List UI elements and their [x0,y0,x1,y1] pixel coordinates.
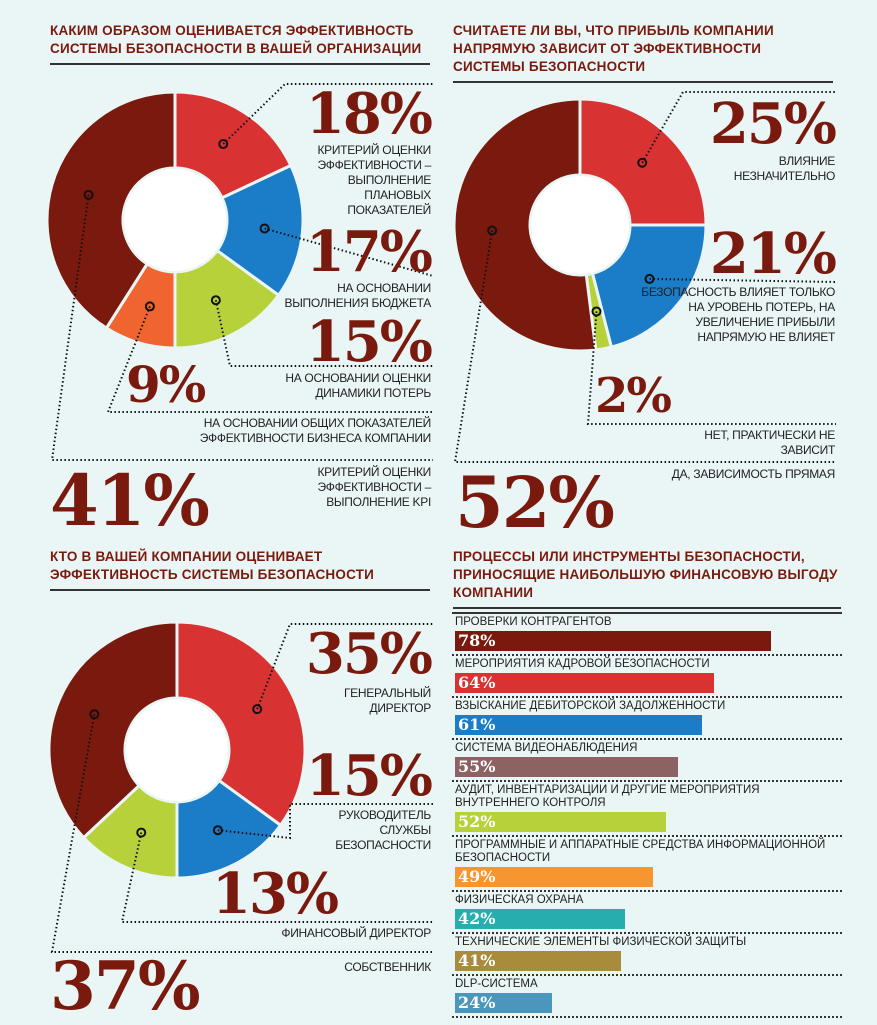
bar-value-label: 55% [458,757,496,776]
bar-value-label: 61% [458,715,496,734]
c2-pct-0: 25% [709,91,837,157]
bar-label: ТЕХНИЧЕСКИЕ ЭЛЕМЕНТЫ ФИЗИЧЕСКОЙ ЗАЩИТЫ [455,936,747,948]
c1-slice-0 [173,90,293,200]
leader-dot [591,306,602,317]
chart3-title: КТО В ВАШЕЙ КОМПАНИИ ОЦЕНИВАЕТ ЭФФЕКТИВН… [50,548,430,591]
bar-0: 78% [455,631,771,651]
bar-value-label: 24% [458,993,496,1012]
leader-dot [259,223,270,234]
leader-dot [487,225,498,236]
c3-pct-3: 37% [50,947,201,1025]
leader-dot [83,189,94,200]
c1-hole [124,169,226,271]
bar-row: СИСТЕМА ВИДЕОНАБЛЮДЕНИЯ 55% [452,740,842,782]
c1-pct-2: 15% [305,309,433,375]
c1-pct-0: 18% [305,81,433,147]
bar-row: АУДИТ, ИНВЕНТАРИЗАЦИИ И ДРУГИЕ МЕРОПРИЯТ… [452,782,842,837]
bar-chart: ПРОВЕРКИ КОНТРАГЕНТОВ 78% МЕРОПРИЯТИЯ КАДР… [452,612,842,1018]
bar-1: 64% [455,673,715,693]
bar-value-label: 52% [458,812,496,831]
leader-dot [644,273,655,284]
c3-hole [126,699,228,801]
leader-dot [637,157,648,168]
bar-value-label: 41% [458,951,496,970]
bar-6: 42% [455,909,626,929]
bar-row: ПРОГРАММНЫЕ И АППАРАТНЫЕ СРЕДСТВА ИНФОРМ… [452,837,842,892]
c3-slice-2 [81,783,179,880]
c1-pct-1: 17% [305,219,433,285]
c3-label-1: РУКОВОДИТЕЛЬ СЛУЖБЫ БЕЗОПАСНОСТИ [335,808,431,852]
bar-3: 55% [455,757,678,777]
bar-label: ПРОГРАММНЫЕ И АППАРАТНЫЕ СРЕДСТВА ИНФОРМ… [455,839,826,864]
c3-slice-0 [175,620,307,828]
bar-row: DLP-СИСТЕМА 24% [452,976,842,1018]
leader-dot [252,704,263,715]
c2-pct-2: 2% [595,368,672,424]
bar-5: 49% [455,867,654,887]
c1-label-0: КРИТЕРИЙ ОЦЕНКИ ЭФФЕКТИВНОСТИ – ВЫПОЛНЕН… [317,143,431,217]
chart4-title: ПРОЦЕССЫ ИЛИ ИНСТРУМЕНТЫ БЕЗОПАСНОСТИ, П… [453,548,841,609]
c3-label-2: ФИНАНСОВЫЙ ДИРЕКТОР [281,926,431,940]
bar-value-label: 78% [458,631,496,650]
bar-label: ВЗЫСКАНИЕ ДЕБИТОРСКОЙ ЗАДОЛЖЕННОСТИ [455,700,726,712]
bar-value-label: 42% [458,909,496,928]
chart1-title: КАКИМ ОБРАЗОМ ОЦЕНИВАЕТСЯ ЭФФЕКТИВНОСТЬ … [50,22,430,65]
leader-dot [144,301,155,312]
bar-label: МЕРОПРИЯТИЯ КАДРОВОЙ БЕЗОПАСНОСТИ [455,658,710,670]
leader-dot [210,295,221,306]
c3-pct-2: 13% [212,861,339,927]
bar-7: 41% [455,951,622,971]
bar-4: 52% [455,812,666,832]
chart2-title: СЧИТАЕТЕ ЛИ ВЫ, ЧТО ПРИБЫЛЬ КОМПАНИИ НАП… [453,22,833,83]
leader-dot [212,825,223,836]
bar-2: 61% [455,715,703,735]
c2-label-1: БЕЗОПАСНОСТЬ ВЛИЯЕТ ТОЛЬКО НА УРОВЕНЬ ПО… [641,285,835,344]
c3-slice-3 [47,620,179,840]
c2-pct-1: 21% [709,221,837,287]
c2-pct-3: 52% [455,461,615,544]
bar-label: АУДИТ, ИНВЕНТАРИЗАЦИИ И ДРУГИЕ МЕРОПРИЯТ… [455,784,760,809]
c1-label-4: КРИТЕРИЙ ОЦЕНКИ ЭФФЕКТИВНОСТИ – ВЫПОЛНЕН… [317,465,431,509]
c1-pct-3: 9% [126,355,206,414]
c2-label-2: НЕТ, ПРАКТИЧЕСКИ НЕ ЗАВИСИТ [704,428,835,457]
bar-value-label: 64% [458,673,496,692]
c2-label-3: ДА, ЗАВИСИМОСТЬ ПРЯМАЯ [671,467,836,481]
bar-label: СИСТЕМА ВИДЕОНАБЛЮДЕНИЯ [455,742,638,754]
c1-pct-4: 41% [50,459,210,542]
c3-pct-1: 15% [305,743,433,809]
leader-dot [218,139,229,150]
bar-label: ПРОВЕРКИ КОНТРАГЕНТОВ [455,616,612,628]
c3-pct-0: 35% [305,621,433,687]
bar-row: ТЕХНИЧЕСКИЕ ЭЛЕМЕНТЫ ФИЗИЧЕСКОЙ ЗАЩИТЫ 41… [452,934,842,976]
bar-row: ФИЗИЧЕСКАЯ ОХРАНА 42% [452,892,842,934]
c2-label-0: ВЛИЯНИЕ НЕЗНАЧИТЕЛЬНО [733,154,836,183]
c2-slice-2 [584,271,614,352]
bar-row: ПРОВЕРКИ КОНТРАГЕНТОВ 78% [452,614,842,656]
bar-value-label: 49% [458,867,496,886]
c3-label-3: СОБСТВЕННИК [344,960,431,974]
bar-label: DLP-СИСТЕМА [455,978,538,990]
leader-dot [136,827,147,838]
c1-label-2: НА ОСНОВАНИИ ОЦЕНКИ ДИНАМИКИ ПОТЕРЬ [285,371,431,400]
leader-dot [89,709,100,720]
bar-label: ФИЗИЧЕСКАЯ ОХРАНА [455,894,584,906]
c1-slice-3 [104,261,177,350]
c2-slice-0 [578,97,708,227]
c2-hole [531,176,629,274]
bar-8: 24% [455,993,553,1013]
bar-row: ВЗЫСКАНИЕ ДЕБИТОРСКОЙ ЗАДОЛЖЕННОСТИ 61% [452,698,842,740]
c1-label-3: НА ОСНОВАНИИ ОБЩИХ ПОКАЗАТЕЛЕЙ ЭФФЕКТИВН… [199,416,432,445]
bar-row: МЕРОПРИЯТИЯ КАДРОВОЙ БЕЗОПАСНОСТИ 64% [452,656,842,698]
c1-label-1: НА ОСНОВАНИИ ВЫПОЛНЕНИЯ БЮДЖЕТА [284,281,431,310]
c1-slice-4 [45,90,177,331]
c3-label-0: ГЕНЕРАЛЬНЫЙ ДИРЕКТОР [343,686,431,715]
c2-slice-3 [452,97,598,353]
